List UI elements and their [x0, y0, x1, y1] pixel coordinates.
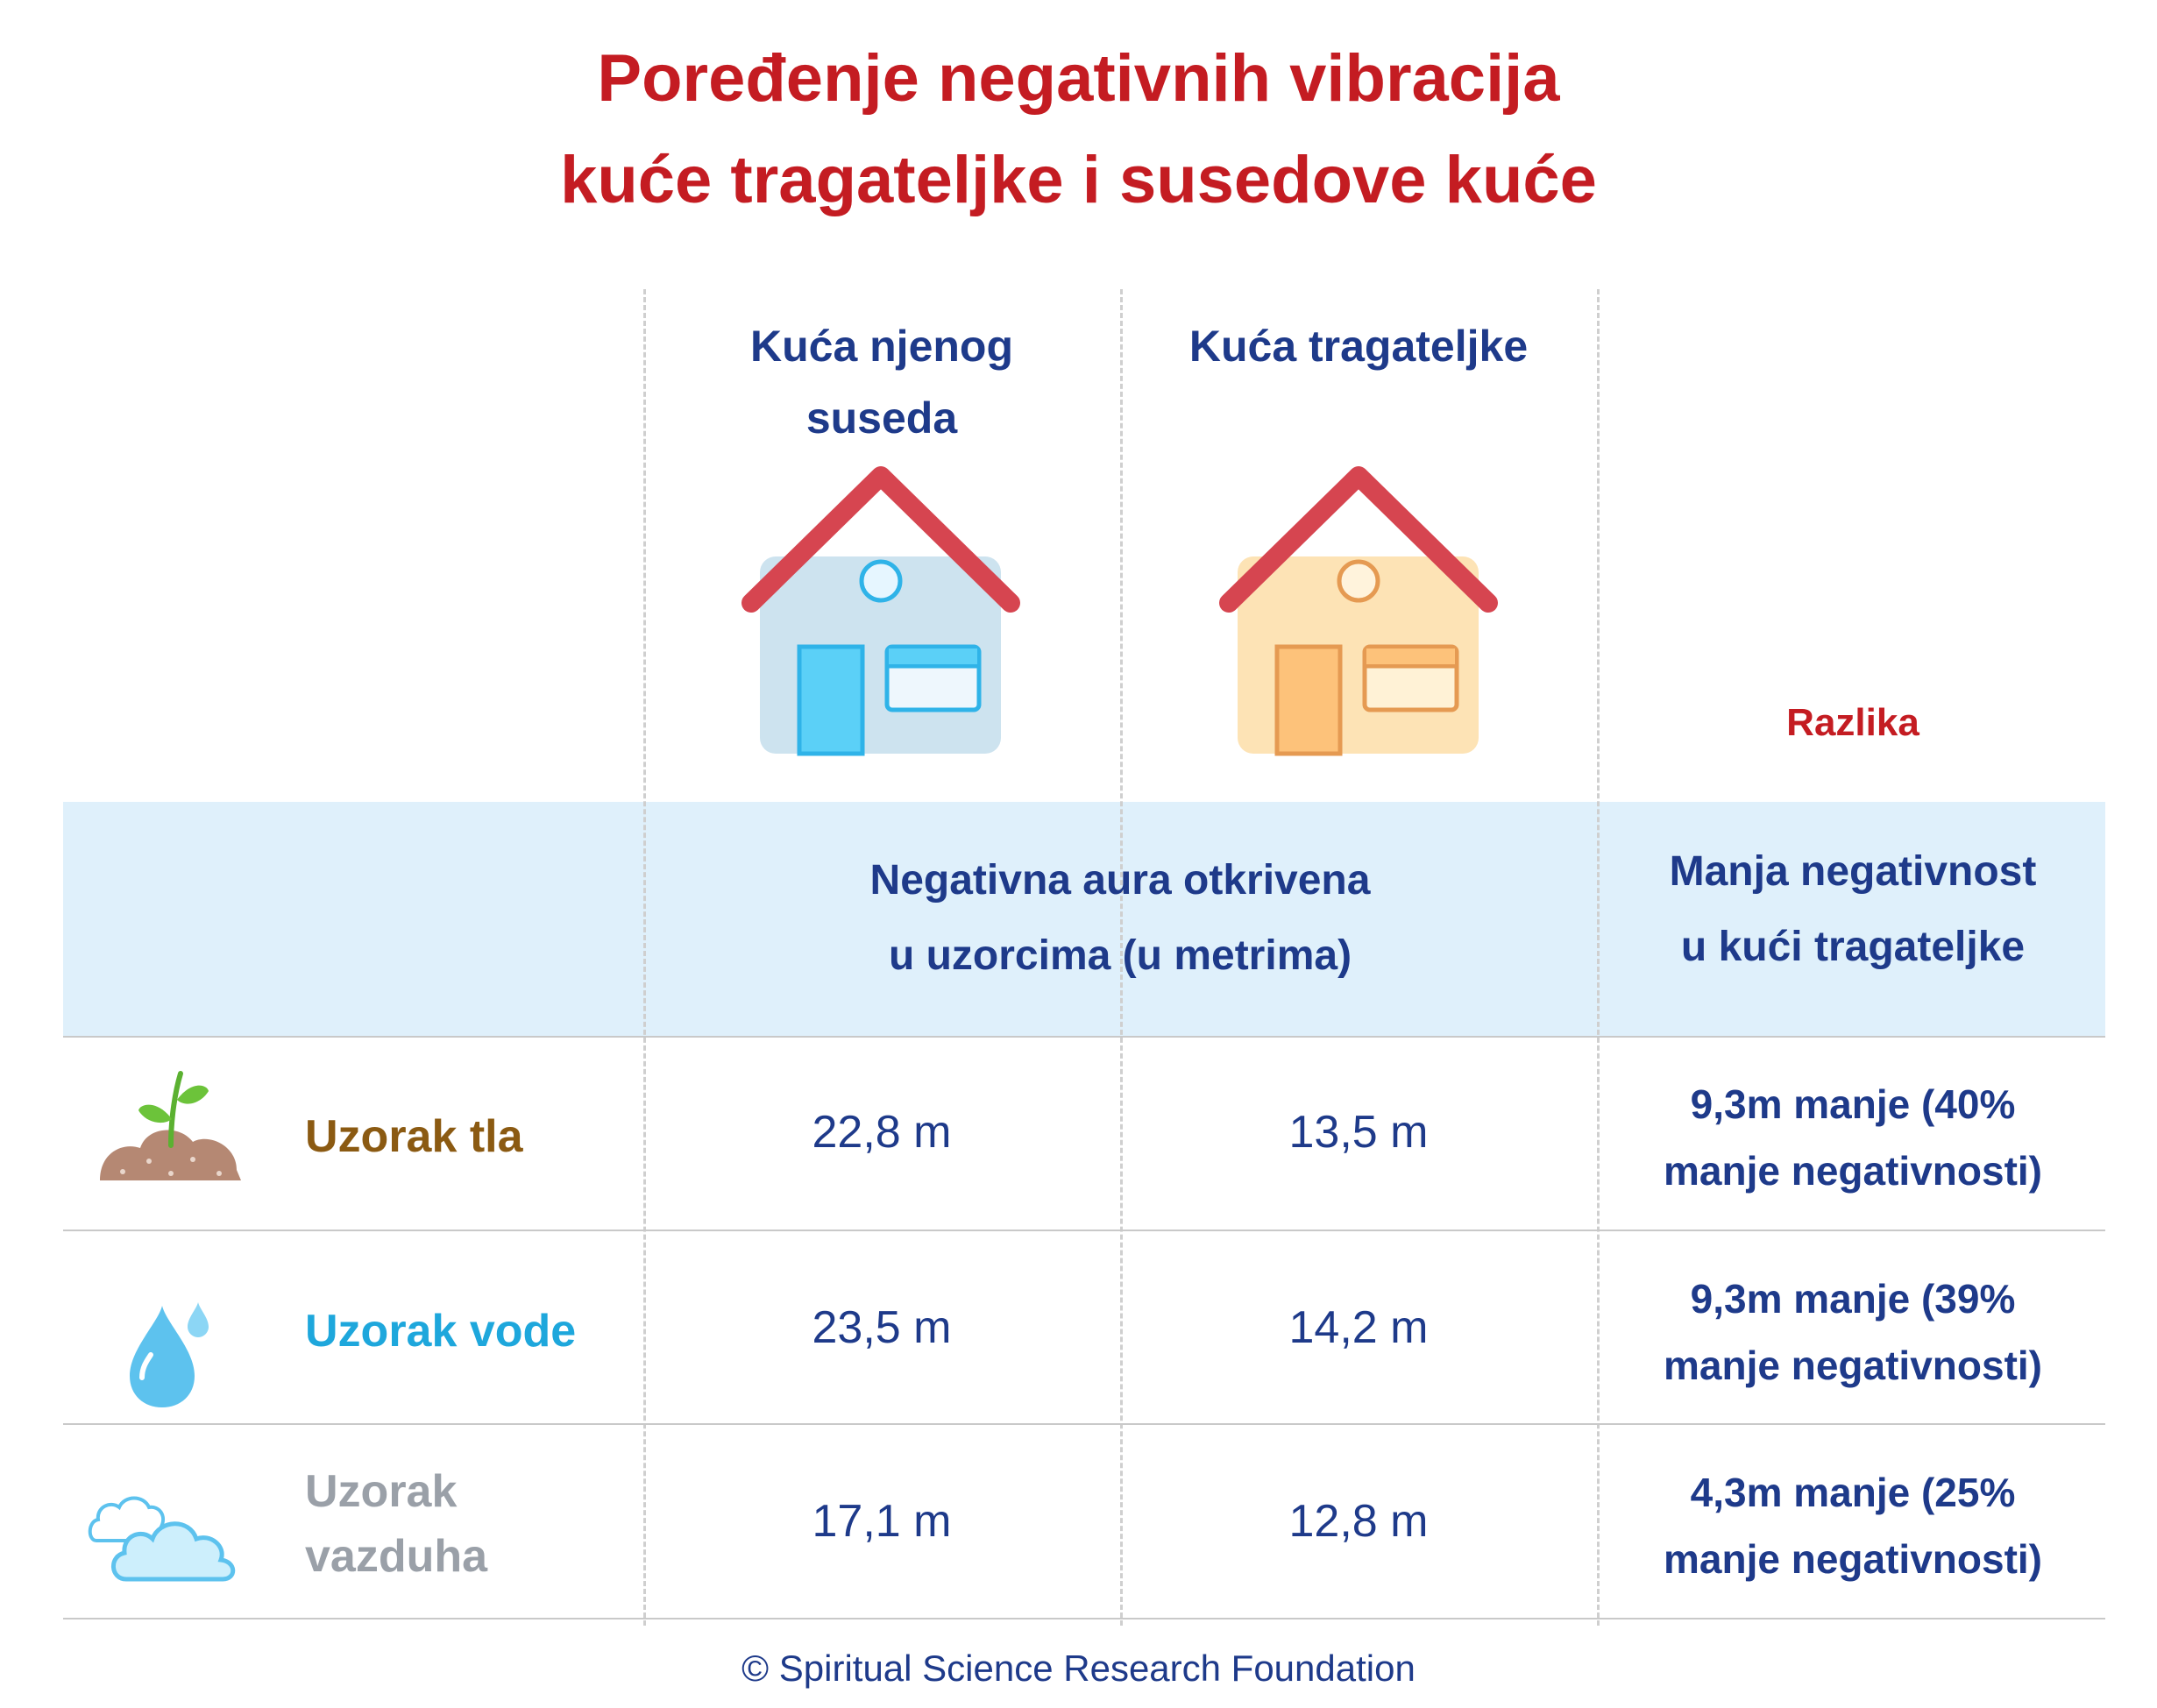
column-header-neighbor: Kuća njenog suseda	[654, 310, 1110, 454]
row-label-air: Uzorak vazduha	[305, 1459, 487, 1589]
column-header-neighbor-text: Kuća njenog suseda	[749, 322, 1014, 443]
column-divider-1	[643, 289, 646, 1626]
orange-house-icon	[1219, 466, 1498, 756]
row-label-soil: Uzorak tla	[305, 1104, 523, 1169]
air-seeker-value: 12,8 m	[1288, 1496, 1429, 1547]
air-difference: 4,3m manje (25% manje negativnosti)	[1607, 1459, 2098, 1592]
cloud-icon	[88, 1496, 236, 1582]
band-center-line-2: u uzorcima (u metrima)	[888, 932, 1352, 979]
band-right-line-1: Manja negativnost	[1669, 848, 2037, 895]
water-drop-icon	[130, 1302, 209, 1407]
row-label-air-line-2: vazduha	[305, 1531, 488, 1582]
column-header-seeker-text: Kuća tragateljke	[1188, 322, 1529, 371]
water-difference-line-2: manje negativnosti)	[1664, 1343, 2042, 1388]
band-center-line-1: Negativna aura otkrivena	[869, 857, 1371, 904]
soil-difference-line-1: 9,3m manje (40%	[1690, 1081, 2016, 1127]
column-header-seeker: Kuća tragateljke	[1131, 310, 1586, 382]
water-difference: 9,3m manje (39% manje negativnosti)	[1607, 1265, 2098, 1399]
row-divider-2	[63, 1230, 2105, 1231]
row-label-water-line-1: Uzorak vode	[305, 1306, 577, 1357]
column-divider-3	[1597, 289, 1600, 1626]
water-difference-line-1: 9,3m manje (39%	[1690, 1276, 2016, 1322]
title-line-1: Poređenje negativnih vibracija	[597, 41, 1560, 116]
title-line-2: kuće tragateljke i susedove kuće	[560, 143, 1597, 217]
water-seeker-value: 14,2 m	[1288, 1302, 1429, 1353]
soil-seeker-value: 13,5 m	[1288, 1107, 1429, 1158]
column-header-difference: Razlika	[1786, 701, 1919, 744]
header-band	[63, 802, 2105, 1037]
air-difference-line-2: manje negativnosti)	[1664, 1536, 2042, 1582]
row-label-water: Uzorak vode	[305, 1299, 576, 1364]
soil-difference: 9,3m manje (40% manje negativnosti)	[1607, 1071, 2098, 1204]
column-divider-2	[1120, 289, 1123, 1626]
band-center-text: Negativna aura otkrivena u uzorcima (u m…	[654, 843, 1586, 994]
soil-sprout-icon	[100, 1071, 241, 1180]
row-label-air-line-1: Uzorak	[305, 1466, 458, 1517]
band-right-line-2: u kući tragateljke	[1680, 924, 2026, 970]
soil-difference-line-2: manje negativnosti)	[1664, 1148, 2042, 1194]
row-label-soil-line-1: Uzorak tla	[305, 1111, 523, 1162]
copyright-footer: © Spiritual Science Research Foundation	[741, 1648, 1416, 1689]
air-neighbor-value: 17,1 m	[812, 1496, 952, 1547]
row-divider-3	[63, 1423, 2105, 1425]
air-difference-line-1: 4,3m manje (25%	[1690, 1470, 2016, 1515]
soil-neighbor-value: 22,8 m	[812, 1107, 952, 1158]
blue-house-icon	[741, 466, 1020, 756]
row-divider-1	[63, 1036, 2105, 1038]
row-divider-4	[63, 1618, 2105, 1619]
water-neighbor-value: 23,5 m	[812, 1302, 952, 1353]
page-title: Poređenje negativnih vibracija kuće trag…	[0, 28, 2157, 231]
band-right-text: Manja negativnost u kući tragateljke	[1607, 834, 2098, 985]
